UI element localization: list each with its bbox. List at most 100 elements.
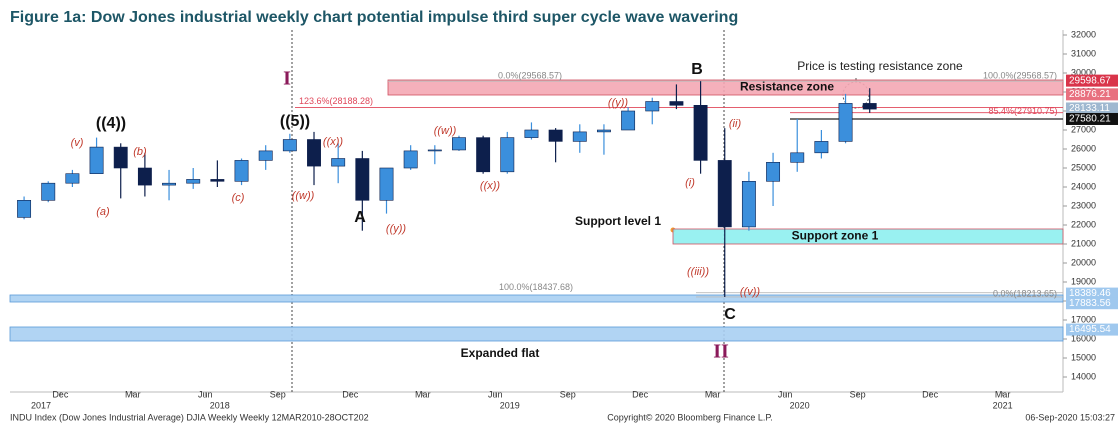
level-label: 85.4%(27910.75) <box>988 106 1057 116</box>
year-label: 2019 <box>500 400 520 410</box>
y-tick-label: 27000 <box>1071 124 1096 134</box>
y-tick-label: 31000 <box>1071 48 1096 58</box>
level-label: 0.0%(29568.57) <box>498 71 562 81</box>
y-tick-label: 14000 <box>1071 371 1096 381</box>
footer-copyright: Copyright© 2020 Bloomberg Finance L.P. <box>607 412 773 422</box>
candle-body <box>596 129 611 133</box>
annotation: I <box>283 68 291 90</box>
axes: 1400015000160001700018000190002000021000… <box>31 29 1118 410</box>
wave-label: (v) <box>71 137 84 149</box>
price-tag-label: 28133.11 <box>1069 103 1110 114</box>
annotation: Price is testing resistance zone <box>797 59 963 73</box>
y-tick-label: 19000 <box>1071 276 1096 286</box>
wave-label: (c) <box>232 192 245 204</box>
candle-body <box>379 167 394 201</box>
candle-body <box>548 129 563 142</box>
zone <box>9 326 1064 342</box>
price-tag-label: 29598.67 <box>1069 75 1111 86</box>
candles <box>17 81 877 297</box>
candle-body <box>89 146 104 175</box>
price-tag-label: 18389.46 <box>1069 288 1111 299</box>
wave-label: ((y)) <box>608 97 628 109</box>
candle-body <box>621 110 636 131</box>
year-label: 2018 <box>210 400 230 410</box>
candle-body <box>186 179 201 184</box>
year-label: 2020 <box>790 400 810 410</box>
zone <box>9 294 1064 303</box>
price-tag-label: 27580.21 <box>1069 114 1111 125</box>
x-tick-label: Mar <box>995 389 1011 399</box>
zone <box>672 228 1064 245</box>
candle-body <box>814 141 829 154</box>
candle-body <box>790 152 805 163</box>
candle-body <box>500 137 515 173</box>
candle-body <box>137 167 152 186</box>
y-tick-label: 24000 <box>1071 181 1096 191</box>
x-tick-label: Sep <box>270 389 286 399</box>
year-label: 2017 <box>31 400 51 410</box>
candle-body <box>741 181 756 228</box>
annotation: B <box>691 61 703 78</box>
wave-label: ((x)) <box>323 136 343 148</box>
price-tag <box>1066 74 1118 87</box>
levels: 0.0%(29568.57) 100.0%(29568.57) 123.6%(281… <box>295 71 1063 298</box>
annotation: ((5)) <box>280 113 310 130</box>
zones: Resistance zone Support zone 1 <box>9 79 1064 342</box>
price-tag <box>1066 323 1118 336</box>
level-label: 100.0%(29568.57) <box>983 71 1057 81</box>
candle-body <box>17 200 32 218</box>
x-tick-label: Mar <box>705 389 721 399</box>
annotation: C <box>724 306 736 323</box>
candle-body <box>645 101 660 112</box>
y-tick-label: 25000 <box>1071 162 1096 172</box>
footer-source: INDU Index (Dow Jones Industrial Average… <box>10 412 369 422</box>
x-tick-label: Jun <box>488 389 503 399</box>
chart-title: Figure 1a: Dow Jones industrial weekly c… <box>10 9 738 26</box>
y-tick-label: 20000 <box>1071 257 1096 267</box>
candle-body <box>331 158 346 167</box>
zone-label: Support zone 1 <box>792 229 879 243</box>
y-tick-label: 16000 <box>1071 333 1096 343</box>
price-tag <box>1066 102 1118 115</box>
wave-label: (b) <box>133 146 147 158</box>
candle-body <box>766 162 781 182</box>
candle-body <box>41 182 56 201</box>
x-tick-label: Mar <box>415 389 431 399</box>
y-tick-label: 30000 <box>1071 67 1096 77</box>
wave-label: ((y)) <box>386 223 406 235</box>
candle-body <box>307 139 321 167</box>
candle-body <box>838 103 853 142</box>
annotation: Expanded flat <box>461 346 540 360</box>
wave-label: (a) <box>96 206 110 218</box>
annotation: II <box>713 341 729 363</box>
wave-label: (ii) <box>729 118 742 130</box>
wave-label: ((iii)) <box>687 266 709 278</box>
footer-date: 06-Sep-2020 15:03:27 <box>1025 412 1115 422</box>
level-label: 100.0%(18437.68) <box>499 282 573 292</box>
level-label: 123.6%(28188.28) <box>299 96 373 106</box>
x-tick-label: Sep <box>560 389 576 399</box>
zone-label: Resistance zone <box>740 80 834 94</box>
wave-label: ((w)) <box>434 125 457 137</box>
x-tick-label: Dec <box>52 389 69 399</box>
candle-body <box>355 158 370 201</box>
y-tick-label: 17000 <box>1071 314 1096 324</box>
year-label: 2021 <box>993 400 1013 410</box>
candle-body <box>572 131 587 142</box>
wave-label: ((x)) <box>480 180 500 192</box>
y-tick-label: 32000 <box>1071 29 1096 39</box>
candle-body <box>717 160 732 228</box>
price-tag <box>1066 297 1118 310</box>
x-tick-label: Dec <box>632 389 649 399</box>
candle-body <box>669 101 684 106</box>
y-tick-label: 22000 <box>1071 219 1096 229</box>
price-tag-label: 17883.56 <box>1069 298 1111 309</box>
candle-body <box>452 137 466 151</box>
x-tick-label: Dec <box>922 389 939 399</box>
wave-label: ((v)) <box>740 286 760 298</box>
x-tick-label: Sep <box>850 389 866 399</box>
y-tick-label: 15000 <box>1071 352 1096 362</box>
